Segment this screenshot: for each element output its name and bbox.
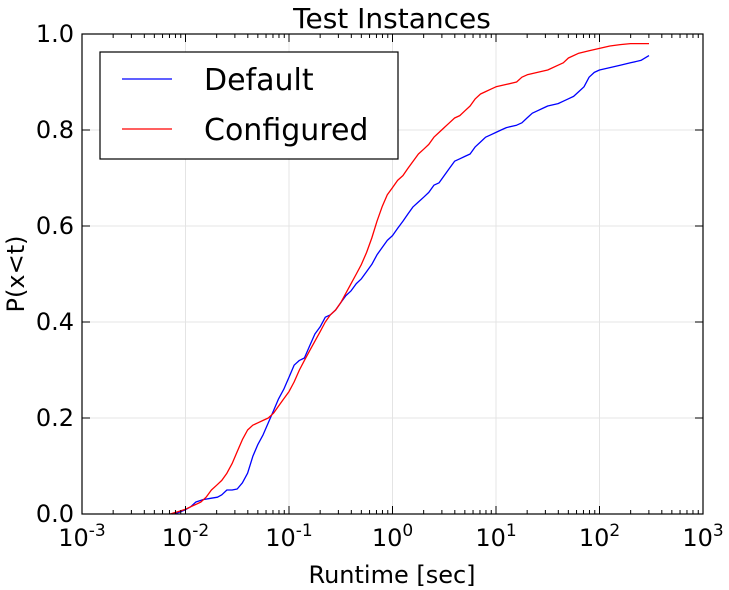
y-tick-label: 0.4 <box>36 308 74 336</box>
y-tick-labels: 0.0 0.2 0.4 0.6 0.8 1.0 <box>36 20 74 528</box>
x-axis-label: Runtime [sec] <box>308 561 475 589</box>
legend-item-configured: Configured <box>122 113 368 148</box>
series-line-configured <box>169 42 649 515</box>
x-tick-label: 10-1 <box>265 521 313 552</box>
legend-label-configured: Configured <box>204 113 368 148</box>
y-tick-label: 0.6 <box>36 212 74 240</box>
y-tick-label: 0.8 <box>36 116 74 144</box>
y-tick-label: 0.2 <box>36 404 74 432</box>
x-tick-label: 10-3 <box>58 521 106 552</box>
legend-box <box>99 51 399 160</box>
x-tick-label: 102 <box>579 521 620 552</box>
y-tick-label: 0.0 <box>36 500 74 528</box>
legend-label-default: Default <box>204 63 314 98</box>
x-tick-labels: 10-3 10-2 10-1 100 101 102 103 <box>58 521 723 552</box>
legend-item-default: Default <box>122 63 314 98</box>
x-tick-label: 101 <box>475 521 516 552</box>
series-lines <box>169 42 650 515</box>
x-tick-label: 100 <box>372 521 413 552</box>
y-axis-label: P(x<t) <box>2 236 30 313</box>
legend: Default Configured <box>99 51 399 160</box>
x-tick-label: 103 <box>682 521 723 552</box>
x-tick-label: 10-2 <box>162 521 210 552</box>
series-line-default <box>171 55 650 515</box>
axis-ticks <box>81 33 704 515</box>
chart-title: Test Instances <box>292 2 491 35</box>
y-tick-label: 1.0 <box>36 20 74 48</box>
